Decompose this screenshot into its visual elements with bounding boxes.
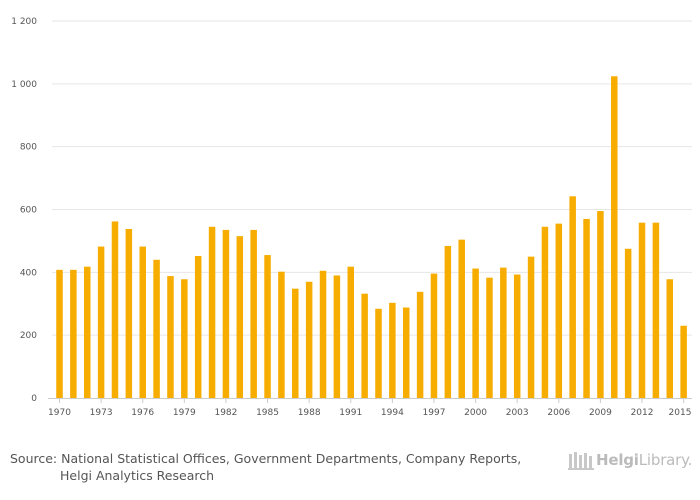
bar-2011	[624, 248, 632, 398]
y-tick-label: 600	[20, 206, 37, 216]
bar-1974	[111, 221, 119, 398]
x-tick-label: 2009	[589, 408, 612, 418]
bar-1999	[458, 239, 465, 398]
bar-2004	[527, 256, 535, 399]
bar-2006	[555, 223, 563, 398]
bar-1997	[430, 273, 438, 398]
bar-2005	[541, 226, 549, 398]
x-tick-label: 1988	[298, 408, 321, 418]
x-tick-label: 1973	[90, 408, 113, 418]
y-tick-label: 800	[20, 143, 37, 153]
x-axis-ticks: 1970 1973 1976 1979 1982 1985 1988 1991 1994 1997…	[48, 398, 691, 418]
x-tick-label: 1982	[214, 408, 237, 418]
bar-1976	[139, 246, 146, 398]
bar-1991	[347, 266, 355, 398]
x-tick-label: 2012	[631, 408, 654, 418]
bar-1989	[319, 270, 327, 398]
grid-lines	[52, 20, 692, 336]
bar-1988	[305, 281, 313, 398]
y-tick-label: 1 000	[11, 80, 37, 90]
logo-text-bold: Helgi	[596, 451, 639, 469]
x-tick-label: 1976	[131, 408, 154, 418]
bar-1996	[416, 291, 424, 398]
bar-1982	[222, 229, 230, 398]
logo-text: HelgiLibrary.	[596, 451, 692, 469]
bar-2007	[569, 196, 576, 398]
bar-1987	[292, 288, 299, 398]
bar-1970	[56, 269, 63, 398]
y-axis-labels: 0 200 400 600 800 1 000 1 200	[11, 17, 37, 404]
bar-2014	[666, 279, 674, 398]
x-tick-label: 1997	[423, 408, 446, 418]
bar-1983	[236, 236, 244, 398]
bar-2008	[583, 218, 590, 398]
bar-1981	[208, 226, 216, 398]
x-tick-label: 1970	[48, 408, 71, 418]
x-tick-label: 2015	[669, 408, 692, 418]
bar-1985	[264, 255, 271, 398]
bar-1972	[83, 266, 91, 398]
bar-2009	[597, 211, 604, 398]
bar-1990	[333, 275, 341, 398]
x-tick-label: 2003	[506, 408, 529, 418]
bar-1971	[70, 269, 77, 398]
source-text: National Statistical Offices, Government…	[57, 451, 522, 466]
bar-1973	[97, 246, 105, 398]
x-tick-label: 1985	[256, 408, 279, 418]
x-tick-label: 1994	[381, 408, 404, 418]
source-text-continued: Helgi Analytics Research	[60, 468, 215, 483]
bar-1995	[402, 307, 410, 398]
bar-1975	[125, 228, 133, 398]
bar-1986	[278, 271, 285, 398]
y-tick-label: 400	[20, 268, 37, 278]
source-footer: Source: National Statistical Offices, Go…	[10, 450, 550, 484]
bar-2002	[500, 267, 507, 398]
logo-text-rest: Library.	[638, 451, 693, 469]
x-tick-label: 2000	[464, 408, 487, 418]
bar-1993	[375, 308, 382, 398]
helgi-library-logo[interactable]: HelgiLibrary.	[568, 449, 693, 471]
bar-1979	[181, 279, 188, 398]
x-tick-label: 1991	[339, 408, 362, 418]
bar-2010	[611, 76, 618, 398]
bar-2003	[513, 274, 521, 398]
bar-1998	[444, 245, 452, 398]
bar-1992	[361, 293, 368, 398]
library-columns-icon	[568, 452, 594, 470]
x-tick-label: 1979	[173, 408, 196, 418]
bar-1977	[153, 259, 160, 398]
bar-2001	[486, 277, 493, 398]
y-tick-label: 0	[31, 394, 37, 404]
source-label: Source:	[10, 451, 58, 466]
bar-2000	[472, 268, 479, 398]
bar-1994	[389, 302, 396, 398]
bar-1984	[250, 229, 257, 398]
bar-1980	[194, 256, 202, 398]
x-tick-label: 2006	[547, 408, 570, 418]
y-tick-label: 200	[20, 331, 37, 341]
y-tick-label: 1 200	[11, 17, 37, 27]
bar-1978	[167, 276, 174, 398]
bar-2015	[680, 325, 687, 398]
bar-2013	[652, 222, 660, 398]
bars	[56, 76, 687, 399]
bar-2012	[638, 222, 646, 398]
